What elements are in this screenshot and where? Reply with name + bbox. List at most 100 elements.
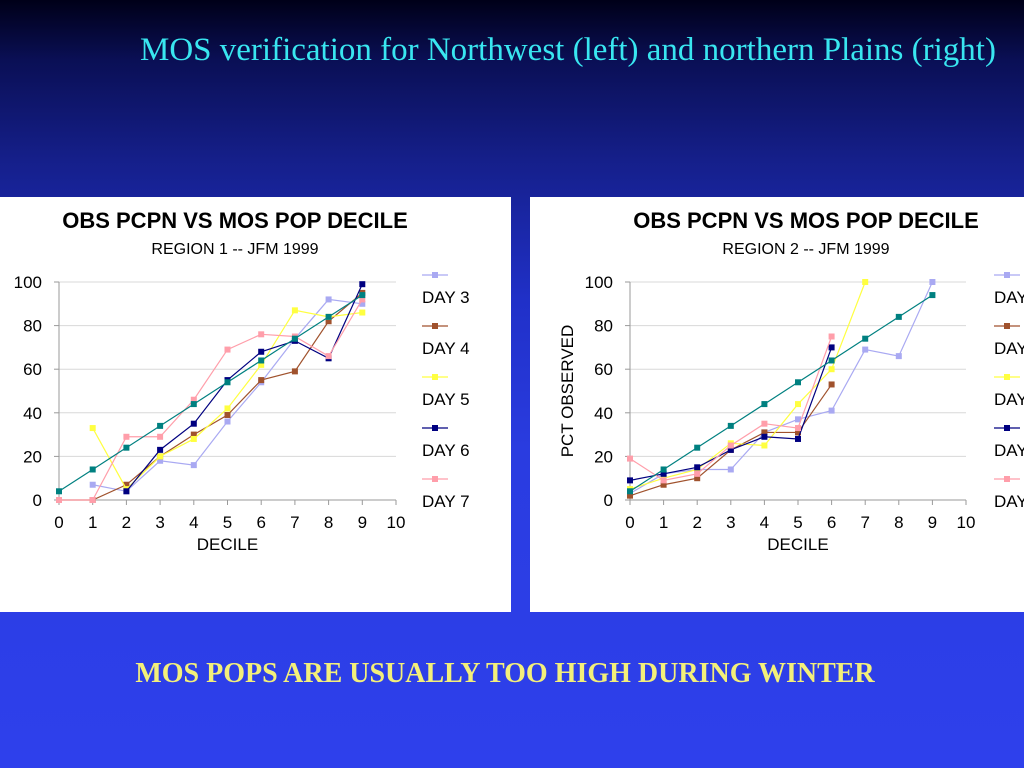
x-tick-label: 8 [894, 513, 903, 532]
data-point [795, 379, 801, 386]
data-point [325, 296, 332, 303]
data-point [258, 377, 265, 384]
x-tick-label: 3 [155, 513, 164, 532]
y-tick-label: 100 [585, 273, 613, 292]
legend-label: DAY 3 [422, 288, 470, 307]
x-tick-label: 2 [692, 513, 701, 532]
data-point [828, 357, 835, 364]
data-point [627, 477, 633, 484]
data-point [291, 307, 298, 314]
series-line-day-5 [629, 281, 866, 490]
legend-swatch-marker [1004, 374, 1010, 380]
data-point [190, 435, 197, 442]
data-point [89, 425, 96, 432]
data-point [224, 411, 231, 418]
data-point [895, 313, 902, 320]
legend-swatch-marker [1004, 476, 1010, 482]
data-point [862, 346, 869, 353]
data-point [89, 481, 96, 488]
series-line-day-5 [92, 309, 363, 491]
data-point [761, 433, 768, 440]
data-point [224, 405, 231, 412]
data-point [56, 497, 62, 503]
data-point [929, 292, 936, 299]
data-point [190, 431, 197, 438]
slide-title: MOS verification for Northwest (left) an… [140, 32, 996, 68]
data-point [123, 444, 130, 451]
legend-label: DAY 5 [994, 390, 1024, 409]
data-point [761, 429, 768, 436]
data-point [828, 344, 835, 351]
data-point [761, 401, 768, 408]
legend-swatch-marker [1004, 323, 1010, 329]
series-line-day-7 [629, 336, 833, 482]
x-tick-label: 1 [88, 513, 97, 532]
series-line-day-7 [59, 299, 363, 501]
data-point [123, 488, 130, 495]
legend-label: DAY 4 [422, 339, 470, 358]
y-tick-label: 100 [14, 273, 42, 292]
legend-label: DAY 4 [994, 339, 1024, 358]
x-tick-label: 6 [256, 513, 265, 532]
x-tick-label: 9 [928, 513, 937, 532]
x-tick-label: 0 [54, 513, 63, 532]
data-point [694, 475, 701, 482]
data-point [157, 422, 164, 429]
data-point [795, 425, 801, 432]
data-point [224, 418, 231, 425]
data-point [862, 279, 869, 285]
series-line-day-6 [125, 283, 363, 492]
x-tick-label: 2 [122, 513, 131, 532]
data-point [895, 353, 902, 360]
data-point [862, 335, 869, 342]
data-point [258, 361, 265, 368]
chart-region-1: OBS PCPN VS MOS POP DECILE REGION 1 -- JF… [14, 208, 470, 554]
data-point [828, 407, 835, 414]
chart-region-2: OBS PCPN VS MOS POP DECILE REGION 2 -- JF… [558, 208, 1024, 554]
data-point [694, 470, 701, 477]
y-tick-label: 40 [594, 404, 613, 423]
data-point [627, 492, 633, 499]
legend-label: DAY 7 [422, 492, 470, 511]
legend-swatch-marker [432, 272, 438, 278]
x-tick-label: 1 [659, 513, 668, 532]
slide-footer-conclusion: MOS POPS ARE USUALLY TOO HIGH DURING WIN… [135, 658, 875, 689]
x-axis-label: DECILE [197, 535, 258, 554]
y-tick-label: 60 [23, 360, 42, 379]
data-point [727, 422, 734, 429]
data-point [157, 446, 164, 453]
series-line-day-6 [629, 347, 833, 481]
x-tick-label: 7 [290, 513, 299, 532]
data-point [627, 488, 633, 495]
x-tick-label: 4 [760, 513, 769, 532]
legend-swatch-marker [432, 323, 438, 329]
data-point [727, 446, 734, 453]
data-point [258, 331, 265, 338]
data-point [325, 318, 332, 325]
legend-swatch-marker [432, 374, 438, 380]
data-point [291, 368, 298, 375]
x-tick-label: 9 [358, 513, 367, 532]
data-point [795, 429, 801, 436]
x-tick-label: 8 [324, 513, 333, 532]
data-point [727, 442, 734, 449]
series-line-day-3 [92, 298, 363, 492]
chart-panel-region-2: OBS PCPN VS MOS POP DECILE REGION 2 -- JF… [530, 197, 1024, 612]
legend-swatch-marker [432, 476, 438, 482]
legend-label: DAY 7 [994, 492, 1024, 511]
x-tick-label: 10 [387, 513, 406, 532]
series-line-reference [629, 294, 933, 492]
x-tick-label: 10 [957, 513, 976, 532]
data-point [190, 396, 197, 403]
data-point [761, 442, 768, 449]
legend-swatch-marker [432, 425, 438, 431]
data-point [56, 488, 62, 495]
data-point [795, 416, 801, 423]
chart-subtitle: REGION 1 -- JFM 1999 [151, 241, 318, 258]
chart-panel-region-1: OBS PCPN VS MOS POP DECILE REGION 1 -- JF… [0, 197, 511, 612]
data-point [359, 309, 366, 316]
data-point [325, 313, 332, 320]
x-tick-label: 5 [793, 513, 802, 532]
y-tick-label: 20 [594, 447, 613, 466]
legend-label: DAY 5 [422, 390, 470, 409]
